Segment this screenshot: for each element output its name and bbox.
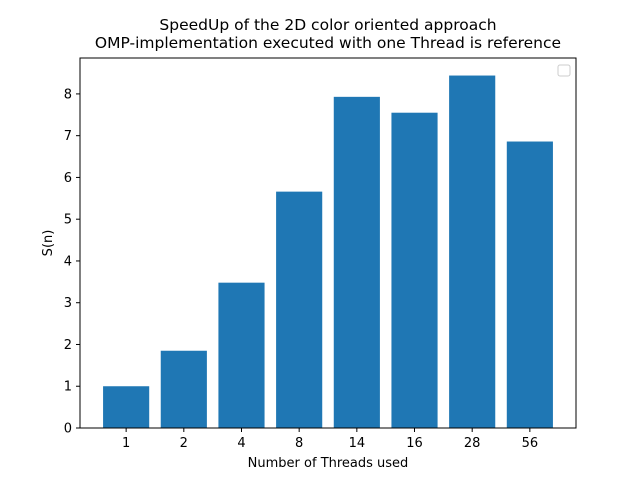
x-tick-label: 56 <box>522 436 539 451</box>
y-tick-label: 0 <box>64 422 72 437</box>
y-axis-label: S(n) <box>41 230 56 257</box>
x-tick-label: 28 <box>464 436 481 451</box>
y-tick-label: 5 <box>64 213 72 228</box>
chart-title-line-1: SpeedUp of the 2D color oriented approac… <box>159 16 497 34</box>
y-tick-label: 2 <box>64 338 72 353</box>
y-tick-label: 6 <box>64 171 72 186</box>
bar-16 <box>391 112 438 428</box>
bar-2 <box>160 350 207 428</box>
bar-1 <box>103 386 150 428</box>
plot-frame <box>79 57 577 429</box>
bar-14 <box>333 96 380 429</box>
x-tick-label: 16 <box>406 436 423 451</box>
legend-box <box>557 64 571 77</box>
bar-28 <box>449 75 496 429</box>
chart-title: SpeedUp of the 2D color oriented approac… <box>0 16 640 52</box>
x-tick-label: 4 <box>237 436 245 451</box>
bar-8 <box>276 191 323 428</box>
x-tick-label: 1 <box>122 436 130 451</box>
y-tick-label: 1 <box>64 380 72 395</box>
y-tick-label: 4 <box>64 254 72 269</box>
bar-56 <box>506 141 553 429</box>
x-tick-label: 8 <box>295 436 303 451</box>
x-axis-label: Number of Threads used <box>248 456 409 471</box>
y-tick-label: 8 <box>64 87 72 102</box>
y-tick-label: 7 <box>64 129 72 144</box>
x-tick-label: 2 <box>180 436 188 451</box>
bar-4 <box>218 282 265 428</box>
y-tick-label: 3 <box>64 296 72 311</box>
chart-title-line-2: OMP-implementation executed with one Thr… <box>94 34 562 52</box>
x-tick-label: 14 <box>349 436 366 451</box>
